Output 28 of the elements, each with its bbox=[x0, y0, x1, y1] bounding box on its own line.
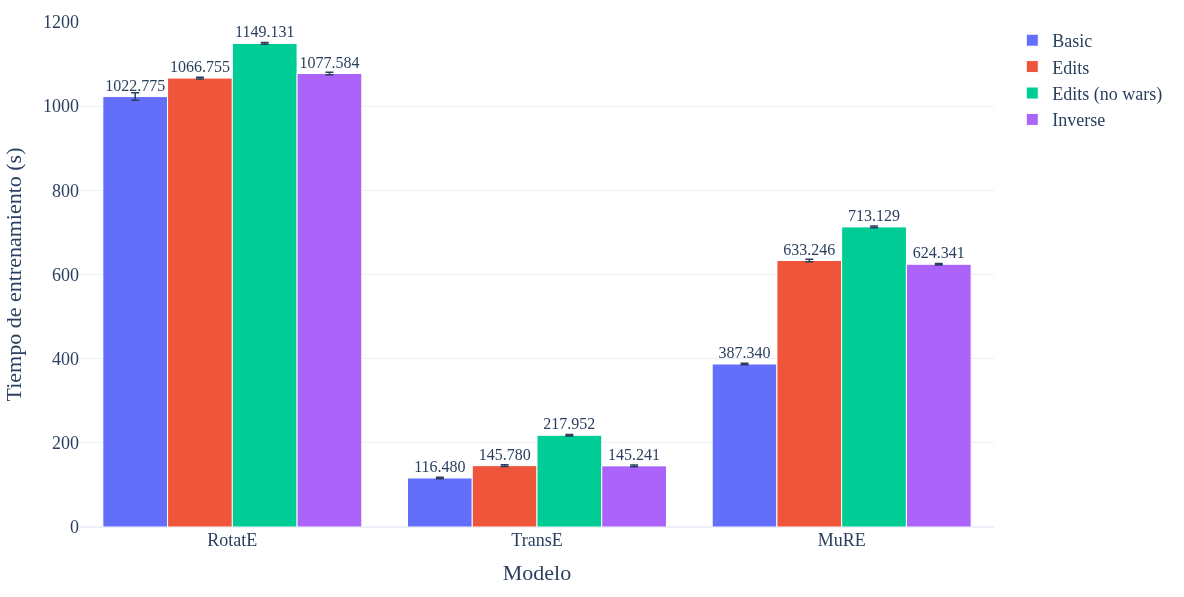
y-tick-label: 0 bbox=[70, 517, 79, 538]
x-axis-title: Modelo bbox=[502, 559, 572, 585]
x-tick-label: RotatE bbox=[207, 530, 258, 550]
data-label: 624.341 bbox=[912, 244, 965, 262]
data-label: 145.780 bbox=[478, 445, 531, 463]
data-label: 1149.131 bbox=[235, 23, 295, 41]
y-tick-label: 1200 bbox=[43, 12, 79, 33]
data-label: 217.952 bbox=[543, 415, 596, 433]
data-label: 633.246 bbox=[783, 240, 836, 258]
legend-label: Inverse bbox=[1052, 110, 1106, 131]
y-tick-label: 600 bbox=[52, 264, 79, 285]
data-label: 1077.584 bbox=[299, 53, 360, 71]
data-label: 116.480 bbox=[414, 457, 466, 475]
x-tick-label: MuRE bbox=[817, 530, 866, 550]
y-tick-label: 800 bbox=[52, 180, 79, 201]
legend-label: Basic bbox=[1052, 31, 1093, 52]
y-tick-label: 200 bbox=[52, 433, 79, 454]
legend-label: Edits bbox=[1052, 57, 1090, 78]
data-label: 1066.755 bbox=[169, 58, 230, 76]
y-tick-label: 1000 bbox=[43, 96, 79, 117]
data-label: 1022.775 bbox=[105, 76, 166, 94]
data-label: 387.340 bbox=[718, 343, 771, 361]
x-tick-label: TransE bbox=[511, 530, 563, 550]
y-axis-title: Tiempo de entrenamiento (s) bbox=[0, 147, 26, 402]
data-label: 145.241 bbox=[608, 445, 661, 463]
legend-label: Edits (no wars) bbox=[1052, 84, 1163, 106]
data-label: 713.129 bbox=[848, 206, 901, 224]
y-tick-label: 400 bbox=[52, 348, 79, 369]
